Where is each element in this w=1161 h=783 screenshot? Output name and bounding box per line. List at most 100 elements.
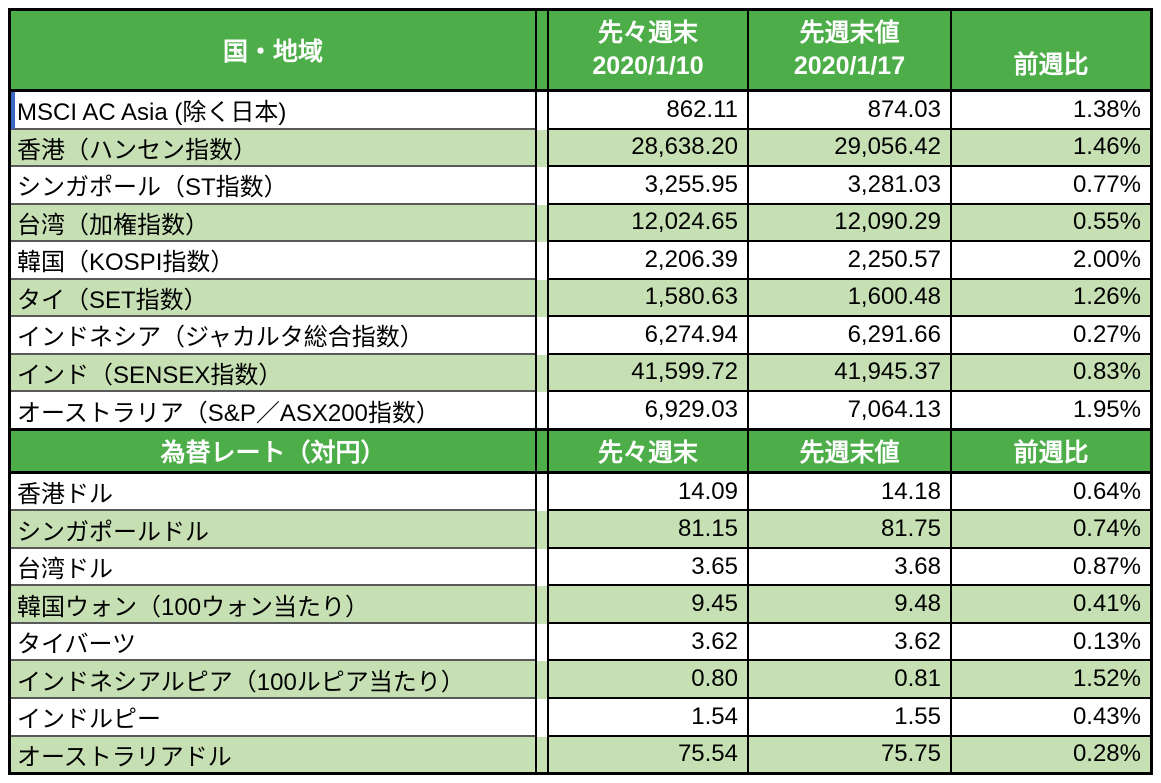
col-header-wow-change: 前週比 [950,430,1150,471]
prev-weekend-value-cell: 41,599.72 [549,355,747,393]
wow-change-cell: 1.52% [950,661,1150,699]
wow-change-cell: 0.27% [950,317,1150,355]
column-divider [535,511,549,549]
index-row: オーストラリア（S&P／ASX200指数） 6,929.03 7,064.13 … [11,392,1150,428]
wow-change-cell: 0.13% [950,623,1150,662]
fx-row: インドネシアルピア（100ルピア当たり） 0.80 0.81 1.52% [11,661,1150,699]
wow-change-cell: 1.26% [950,279,1150,318]
index-row: 香港（ハンセン指数） 28,638.20 29,056.42 1.46% [11,129,1150,168]
fx-row: オーストラリアドル 75.54 75.75 0.28% [11,736,1150,773]
last-weekend-value-cell: 3.68 [747,548,950,587]
col-header-last-weekend: 先週末値 2020/1/17 [747,11,950,89]
region-name-cell: インドネシア（ジャカルタ総合指数） [11,317,535,355]
region-name-cell: オーストラリア（S&P／ASX200指数） [17,399,440,427]
column-divider [535,430,549,471]
last-weekend-value-cell: 0.81 [747,661,950,699]
column-divider [535,354,549,393]
last-weekend-value-cell: 6,291.66 [747,317,950,355]
column-divider [535,586,549,624]
region-name-cell: シンガポール（ST指数） [11,167,535,205]
last-weekend-value-cell: 874.03 [747,92,950,130]
col-header-prev-weekend-date: 2020/1/10 [592,52,704,80]
fx-row: 韓国ウォン（100ウォン当たり） 9.45 9.48 0.41% [11,586,1150,624]
wow-change-cell: 1.38% [950,92,1150,130]
prev-weekend-value-cell: 3.65 [549,549,747,587]
last-weekend-value-cell: 81.75 [747,511,950,549]
column-divider [535,736,549,773]
prev-weekend-value-cell: 81.15 [549,511,747,549]
prev-weekend-value-cell: 6,274.94 [549,317,747,355]
fx-table-header-row: 為替レート（対円） 先々週末 先週末値 前週比 [11,427,1150,474]
currency-name-cell: 香港ドル [11,474,535,512]
last-weekend-value-cell: 14.18 [747,473,950,512]
fx-row: インドルピー 1.54 1.55 0.43% [11,698,1150,737]
fx-row: シンガポールドル 81.15 81.75 0.74% [11,511,1150,549]
column-divider [535,129,549,168]
prev-weekend-value-cell: 28,638.20 [549,130,747,168]
currency-name-cell: 韓国ウォン（100ウォン当たり） [11,586,535,624]
region-name-cell: 香港（ハンセン指数） [11,130,535,168]
col-header-last-weekend: 先週末値 [747,430,950,471]
currency-name-cell: オーストラリアドル [17,743,232,771]
prev-weekend-value-cell: 0.80 [549,661,747,699]
column-divider [535,11,549,89]
column-divider [535,279,549,318]
wow-change-cell: 2.00% [950,242,1150,280]
last-weekend-value-cell: 1.55 [747,698,950,737]
currency-name-cell: 台湾ドル [11,549,535,587]
cell-cursor-artifact [11,92,15,129]
col-header-region: 国・地域 [222,38,323,66]
fx-row: 台湾ドル 3.65 3.68 0.87% [11,548,1150,587]
index-row: インドネシア（ジャカルタ総合指数） 6,274.94 6,291.66 0.27… [11,317,1150,355]
last-weekend-value-cell: 29,056.42 [747,129,950,168]
col-header-fx-title: 為替レート（対円） [160,438,386,467]
region-name-cell: タイ（SET指数） [11,280,535,318]
wow-change-cell: 0.64% [950,473,1150,512]
col-header-prev-weekend: 先々週末 [597,438,698,467]
index-row: 韓国（KOSPI指数） 2,206.39 2,250.57 2.00% [11,242,1150,280]
wow-change-cell: 0.83% [950,354,1150,393]
index-row: シンガポール（ST指数） 3,255.95 3,281.03 0.77% [11,167,1150,205]
prev-weekend-value-cell: 14.09 [549,474,747,512]
index-row: 台湾（加権指数） 12,024.65 12,090.29 0.55% [11,204,1150,243]
last-weekend-value-cell: 9.48 [747,586,950,624]
column-divider [535,242,549,280]
wow-change-cell: 0.55% [950,204,1150,243]
prev-weekend-value-cell: 12,024.65 [549,205,747,243]
prev-weekend-value-cell: 75.54 [677,740,738,768]
last-weekend-value-cell: 12,090.29 [747,204,950,243]
column-divider [535,548,549,587]
column-divider [535,473,549,512]
region-name-cell: 韓国（KOSPI指数） [11,242,535,280]
index-table-header-row: 国・地域 先々週末 2020/1/10 先週末値 2020/1/17 前週比 [11,11,1150,92]
wow-change-cell: 1.95% [950,392,1150,428]
prev-weekend-value-cell: 2,206.39 [549,242,747,280]
fx-row: 香港ドル 14.09 14.18 0.64% [11,473,1150,512]
prev-weekend-value-cell: 9.45 [549,586,747,624]
wow-change-cell: 0.87% [950,548,1150,587]
wow-change-cell: 0.28% [950,736,1150,773]
index-row: MSCI AC Asia (除く日本) 862.11 874.03 1.38% [11,92,1150,130]
last-weekend-value-cell: 2,250.57 [747,242,950,280]
index-row: タイ（SET指数） 1,580.63 1,600.48 1.26% [11,279,1150,318]
column-divider [535,167,549,205]
prev-weekend-value-cell: 3,255.95 [549,167,747,205]
column-divider [535,698,549,737]
prev-weekend-value-cell: 3.62 [549,624,747,662]
column-divider [535,317,549,355]
prev-weekend-value-cell: 1.54 [549,699,747,737]
col-header-wow-change: 前週比 [950,11,1150,89]
currency-name-cell: インドルピー [11,699,535,737]
region-name-cell: インド（SENSEX指数） [11,355,535,393]
column-divider [535,92,549,130]
col-header-prev-weekend-label: 先々週末 [597,19,698,47]
col-header-prev-weekend: 先々週末 2020/1/10 [549,11,747,89]
index-row: インド（SENSEX指数） 41,599.72 41,945.37 0.83% [11,354,1150,393]
region-name-cell: 台湾（加権指数） [11,205,535,243]
column-divider [535,661,549,699]
prev-weekend-value-cell: 6,929.03 [644,396,738,424]
market-data-table: 国・地域 先々週末 2020/1/10 先週末値 2020/1/17 前週比 M… [8,8,1153,775]
last-weekend-value-cell: 75.75 [747,736,950,773]
last-weekend-value-cell: 3,281.03 [747,167,950,205]
fx-row: タイバーツ 3.62 3.62 0.13% [11,623,1150,662]
